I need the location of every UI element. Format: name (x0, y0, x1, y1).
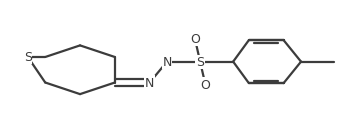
Text: S: S (196, 56, 204, 69)
Text: N: N (145, 76, 154, 89)
Text: N: N (163, 56, 172, 69)
Text: O: O (200, 78, 210, 91)
Text: S: S (24, 51, 32, 64)
Text: O: O (190, 33, 200, 46)
